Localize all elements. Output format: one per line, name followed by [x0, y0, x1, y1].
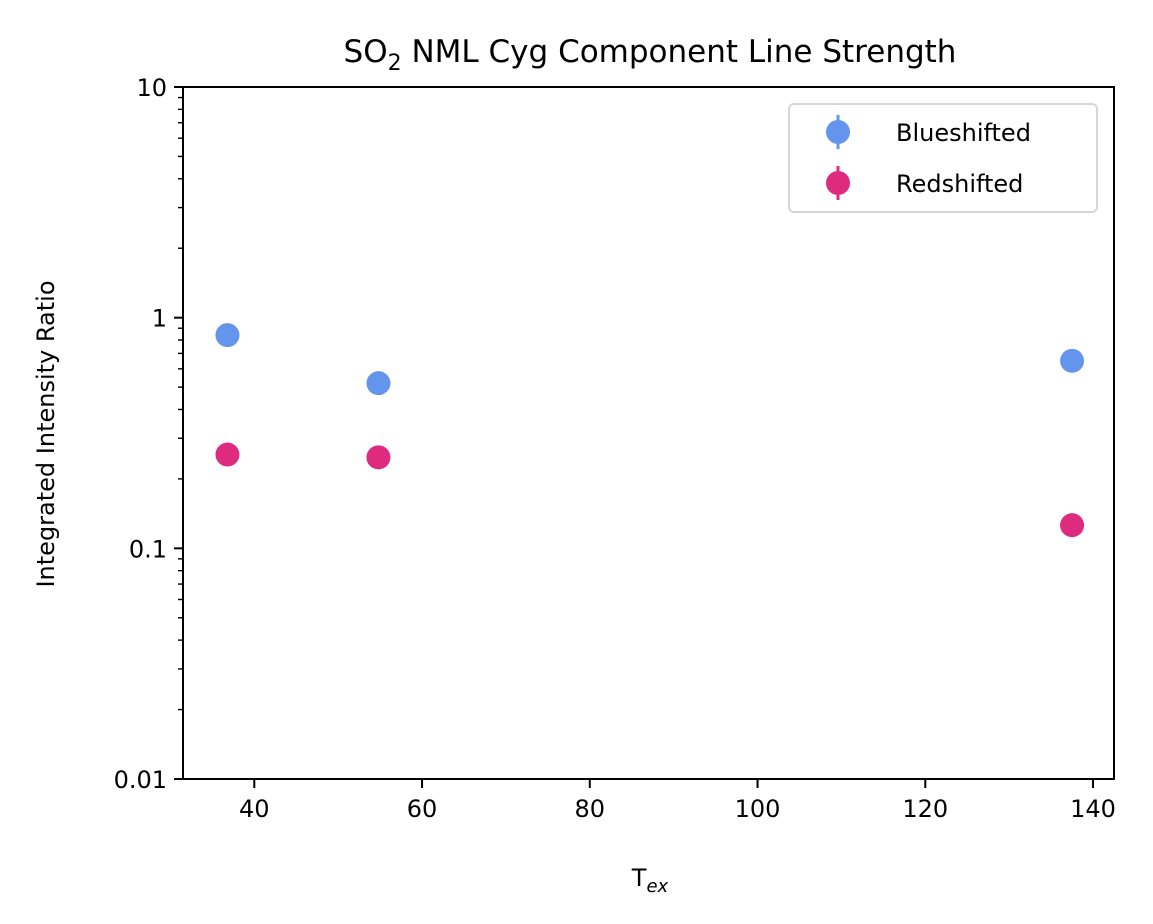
y-axis-label: Integrated Intensity Ratio [32, 280, 60, 587]
blueshifted-point [215, 323, 240, 348]
redshifted-point [1060, 513, 1085, 538]
blueshifted-point [366, 371, 391, 396]
x-tick-label: 120 [902, 795, 948, 823]
legend-redshifted-label: Redshifted [896, 170, 1023, 198]
legend-box [788, 103, 1098, 213]
blueshifted-point [1060, 348, 1085, 373]
x-tick-label: 140 [1070, 795, 1116, 823]
y-tick-label: 0.1 [129, 535, 167, 563]
legend-blueshifted-marker [826, 120, 850, 144]
x-tick-label: 40 [239, 795, 270, 823]
chart-title: SO2 NML Cyg Component Line Strength [344, 34, 957, 76]
legend-redshifted-marker [826, 171, 850, 195]
x-axis-label: Tex [631, 864, 669, 897]
redshifted-point [366, 445, 391, 470]
x-tick-label: 80 [575, 795, 606, 823]
redshifted-point [215, 442, 240, 467]
legend-blueshifted-label: Blueshifted [896, 119, 1031, 147]
plot-area: 40 60 80 100 120 140 0.01 0.1 1 10 Blueshifted Reds… [114, 74, 1116, 823]
x-tick-label: 60 [407, 795, 438, 823]
x-tick-label: 100 [735, 795, 781, 823]
y-tick-label: 10 [136, 74, 167, 102]
y-tick-label: 1 [152, 305, 167, 333]
axes-frame [182, 86, 1115, 780]
y-tick-label: 0.01 [114, 766, 167, 794]
